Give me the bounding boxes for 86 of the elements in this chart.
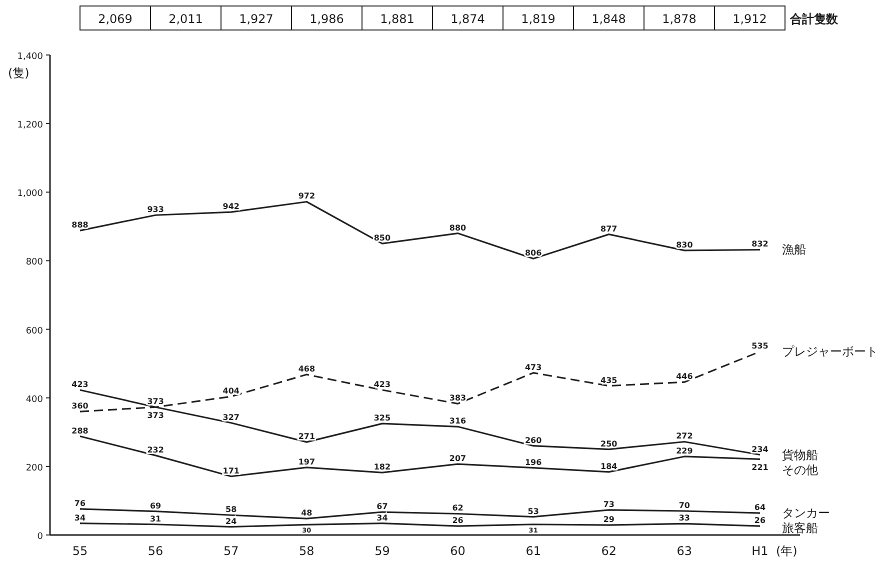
- series-label: 漁船: [782, 242, 806, 257]
- data-label: 288: [72, 426, 89, 436]
- data-label: 184: [600, 462, 618, 471]
- data-label: 171: [222, 466, 240, 476]
- y-tick-label: 200: [26, 463, 44, 474]
- data-label: 933: [147, 205, 164, 214]
- data-label: 373: [147, 397, 164, 406]
- data-label: 31: [150, 514, 162, 524]
- text: 合計隻数: [789, 12, 839, 26]
- data-label: 850: [374, 234, 392, 243]
- x-tick-label: 59: [374, 544, 390, 558]
- data-label: 67: [376, 502, 388, 512]
- x-axis-title: (年): [776, 544, 798, 558]
- x-tick-label: 60: [450, 544, 466, 558]
- y-tick-label: 1,000: [17, 189, 44, 200]
- x-tick-label: 61: [526, 544, 541, 558]
- data-label: 182: [374, 462, 391, 472]
- series-label: タンカー: [782, 506, 830, 520]
- data-label: 229: [676, 446, 694, 456]
- data-label: 26: [754, 516, 766, 526]
- series-label: プレジャーボート: [782, 344, 878, 359]
- data-label: 972: [298, 192, 316, 201]
- data-label: 271: [298, 432, 316, 442]
- x-tick-label: 63: [676, 544, 692, 558]
- data-label: 70: [678, 501, 690, 510]
- data-label: 446: [676, 372, 694, 382]
- data-label: 535: [752, 342, 769, 351]
- x-tick-label: 62: [601, 544, 617, 558]
- data-label: 360: [72, 402, 89, 411]
- data-label: 373: [147, 411, 164, 420]
- data-label: 34: [376, 513, 388, 522]
- series-label: その他: [782, 462, 818, 477]
- data-label: 880: [449, 223, 467, 232]
- y-tick-label: 600: [26, 326, 44, 336]
- data-label: 877: [600, 224, 618, 234]
- y-tick-label: 800: [26, 258, 44, 268]
- data-label: 942: [222, 202, 240, 212]
- data-label: 221: [752, 463, 769, 472]
- y-tick-label: 400: [26, 394, 44, 405]
- data-label: 806: [524, 248, 542, 258]
- y-tick-label: 1,400: [17, 52, 44, 62]
- totals-table: 2,069 2,011 1,927 1,986 1,881 1,874 1,819 1,848 1,878 1,912: [80, 6, 786, 30]
- data-label: 62: [452, 504, 464, 513]
- data-label: 64: [754, 503, 766, 512]
- y-axis-title: (隻): [8, 66, 30, 80]
- data-label: 29: [603, 515, 615, 524]
- data-label: 196: [524, 458, 542, 467]
- data-label: 435: [600, 376, 618, 385]
- data-label: 325: [374, 414, 392, 423]
- data-label: 272: [676, 432, 693, 441]
- data-label: 34: [74, 513, 86, 522]
- data-label: 316: [449, 416, 467, 426]
- y-tick-label: 1,200: [17, 120, 44, 131]
- series-label: 貨物船: [782, 448, 818, 462]
- data-label: 473: [524, 362, 542, 372]
- data-label: 404: [222, 386, 240, 396]
- data-label: 24: [226, 516, 238, 526]
- data-label: 232: [147, 445, 164, 454]
- x-tick-label: 57: [223, 544, 239, 558]
- data-label: 26: [452, 516, 464, 526]
- data-label: 73: [603, 500, 614, 509]
- x-tick-label: 58: [299, 544, 314, 558]
- data-label: 48: [301, 508, 313, 518]
- data-label: 832: [752, 240, 768, 249]
- data-label: 197: [298, 457, 316, 466]
- data-label: 888: [72, 220, 89, 230]
- data-label: 250: [600, 439, 618, 448]
- data-label: 468: [298, 364, 316, 374]
- x-tick-label: 55: [72, 544, 88, 558]
- data-label: 327: [222, 412, 240, 422]
- data-label: 207: [449, 454, 466, 464]
- data-label: 830: [676, 240, 694, 250]
- data-label: 383: [449, 394, 466, 403]
- data-label: 69: [150, 501, 162, 510]
- data-label: 234: [752, 444, 769, 454]
- data-label: 53: [528, 506, 539, 516]
- data-label: 260: [524, 436, 542, 445]
- data-label: 423: [72, 380, 88, 389]
- y-tick-label: 0: [37, 532, 44, 542]
- data-label: 33: [678, 514, 690, 523]
- data-label: 58: [226, 505, 238, 514]
- data-label: 76: [74, 498, 86, 508]
- data-label: 423: [374, 380, 391, 389]
- series-label: 旅客船: [782, 521, 818, 536]
- x-tick-label: H1: [752, 544, 768, 558]
- x-tick-label: 56: [148, 544, 164, 558]
